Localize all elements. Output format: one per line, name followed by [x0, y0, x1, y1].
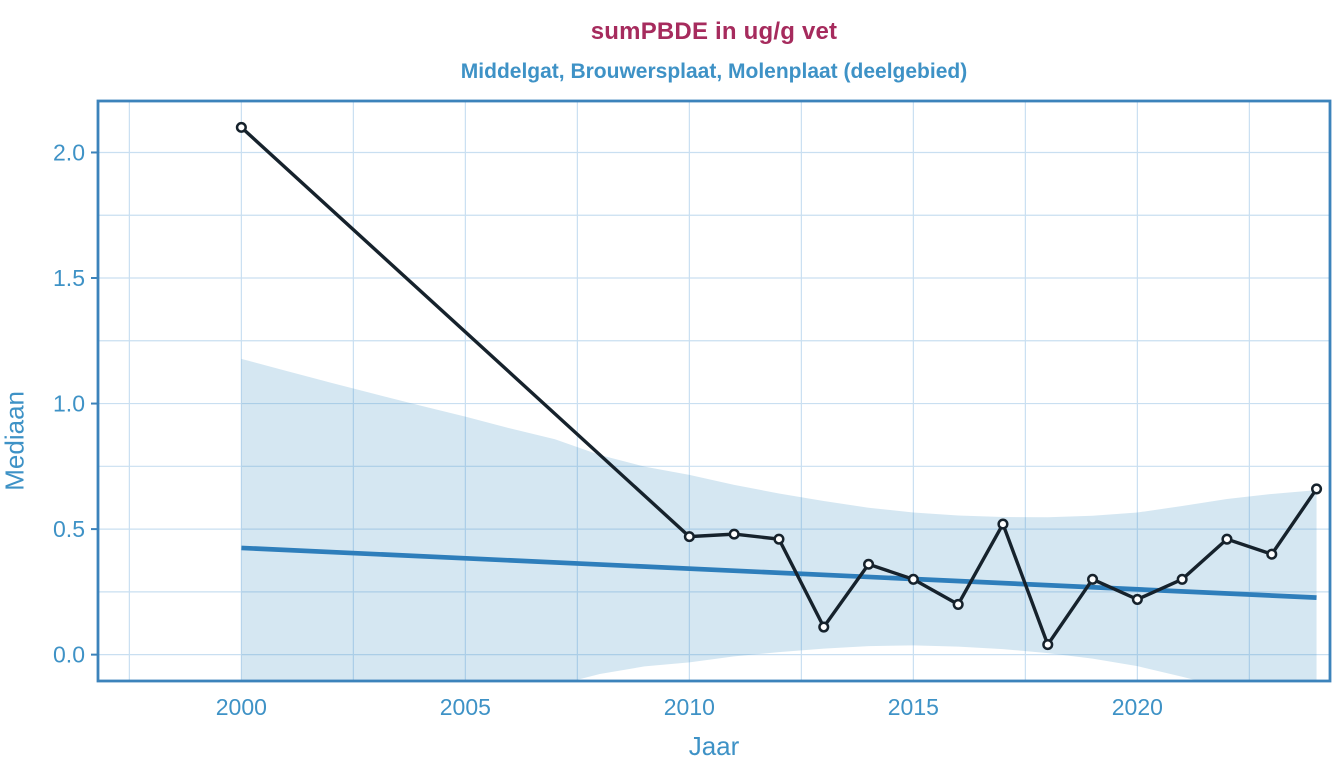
data-line — [240, 126, 1318, 649]
data-point-2024 — [1311, 483, 1323, 495]
data-point-2020 — [1131, 593, 1143, 605]
data-point-2018 — [1042, 639, 1054, 651]
data-point-2016 — [952, 598, 964, 610]
x-tick-label-2015: 2015 — [888, 694, 939, 720]
confidence-band — [241, 358, 1317, 681]
y-tick-label-2.0: 2.0 — [53, 139, 85, 165]
y-tick-label-0.5: 0.5 — [53, 516, 85, 542]
y-tick-label-0.0: 0.0 — [53, 642, 85, 668]
data-point-2017 — [997, 518, 1009, 530]
data-point-2012 — [773, 533, 785, 545]
y-axis-title-text: Mediaan — [0, 390, 29, 491]
data-point-2023 — [1266, 548, 1278, 560]
data-point-2013 — [818, 621, 830, 633]
data-point-2022 — [1221, 533, 1233, 545]
data-point-2015 — [907, 573, 919, 585]
y-tick-label-1.5: 1.5 — [53, 265, 85, 291]
page-subtitle: Middelgat, Brouwersplaat, Molenplaat (de… — [460, 60, 968, 83]
x-tick-label-2010: 2010 — [664, 694, 715, 720]
data-point-2014 — [863, 558, 875, 570]
x-tick-label-2000: 2000 — [216, 694, 267, 720]
trend-line — [241, 545, 1317, 600]
page-title: sumPBDE in ug/g vet — [590, 18, 838, 45]
x-axis-title: Jaar — [688, 731, 740, 761]
y-tick-label-1.0: 1.0 — [53, 391, 85, 417]
data-point-2000 — [235, 121, 247, 133]
data-point-2011 — [728, 528, 740, 540]
data-point-2021 — [1176, 573, 1188, 585]
x-tick-label-2005: 2005 — [440, 694, 491, 720]
x-tick-label-2020: 2020 — [1112, 694, 1163, 720]
plot-border — [96, 99, 1332, 683]
data-point-2010 — [683, 531, 695, 543]
data-point-2019 — [1087, 573, 1099, 585]
